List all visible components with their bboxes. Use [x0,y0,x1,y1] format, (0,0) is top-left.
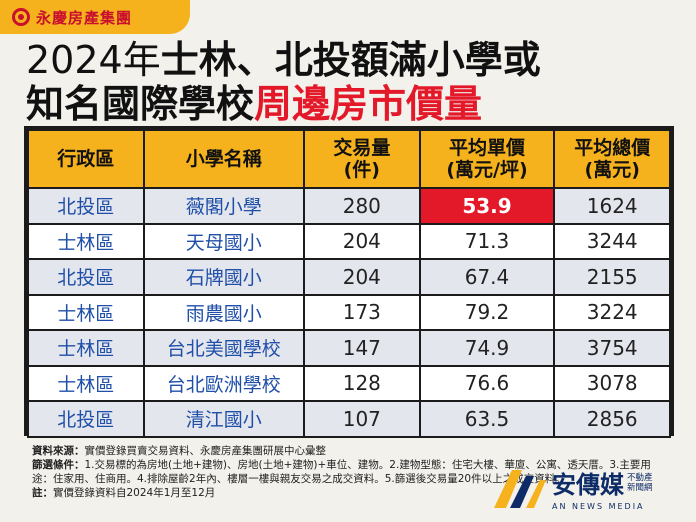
cell-school: 石牌國小 [142,258,306,296]
source-label: 資料來源： [32,445,85,457]
page-title: 2024年士林、北投額滿小學或 知名國際學校周邊房市價量 [26,38,676,126]
header-unit-price: 平均單價 (萬元/坪) [418,129,556,189]
cell-total-price: 1624 [553,187,671,225]
cell-school: 台北歐洲學校 [142,364,306,402]
cell-district: 士林區 [27,329,145,367]
watermark-en: AN NEWS MEDIA [552,502,645,511]
cell-total-price: 2155 [553,258,671,296]
cell-unit-price-highlight: 53.9 [418,187,556,225]
cell-school: 清江國小 [142,400,306,438]
table-row: 士林區 天母國小 204 71.3 3244 [27,222,671,260]
cell-unit-price: 76.6 [418,364,556,402]
title-line2-red: 周邊房市價量 [254,82,483,126]
watermark-sub1: 不動產 [627,472,653,483]
watermark-cn: 安傳媒 [552,471,624,499]
cell-school: 雨農國小 [142,293,306,331]
cell-district: 士林區 [27,222,145,260]
title-year: 2024年 [26,38,161,82]
cell-volume: 204 [303,222,421,260]
cell-school: 台北美國學校 [142,329,306,367]
data-table-container: 行政區 小學名稱 交易量 (件) 平均單價 (萬元/坪) 平均總價 (萬元) 北投區 … [24,126,674,438]
cell-unit-price: 67.4 [418,258,556,296]
brand-logo-icon [12,8,30,26]
filter-text: 1.交易標的為房地(土地+建物)、房地(土地+建物)+車位、建物。2.建物型態：… [32,459,651,485]
cell-total-price: 3244 [553,222,671,260]
header-volume: 交易量 (件) [303,129,421,189]
cell-unit-price: 79.2 [418,293,556,331]
remark-text: 實價登錄資料自2024年1月至12月 [53,487,216,499]
table-row: 士林區 雨農國小 173 79.2 3224 [27,293,671,331]
an-news-logo-icon [494,470,546,508]
cell-school: 天母國小 [142,222,306,260]
header-total-price: 平均總價 (萬元) [553,129,671,189]
table-header-row: 行政區 小學名稱 交易量 (件) 平均單價 (萬元/坪) 平均總價 (萬元) [27,129,671,189]
remark-note: 註：實價登錄資料自2024年1月至12月 [32,486,652,500]
header-school: 小學名稱 [142,129,306,189]
remark-label: 註： [32,487,53,499]
filter-note: 篩選條件：1.交易標的為房地(土地+建物)、房地(土地+建物)+車位、建物。2.… [32,458,652,486]
cell-volume: 107 [303,400,421,438]
table-row: 士林區 台北美國學校 147 74.9 3754 [27,329,671,367]
cell-unit-price: 71.3 [418,222,556,260]
title-line-2: 知名國際學校周邊房市價量 [26,82,676,126]
table-row: 北投區 薇閣小學 280 53.9 1624 [27,187,671,225]
cell-volume: 204 [303,258,421,296]
data-table: 行政區 小學名稱 交易量 (件) 平均單價 (萬元/坪) 平均總價 (萬元) 北投區 … [27,129,671,438]
cell-volume: 147 [303,329,421,367]
cell-volume: 173 [303,293,421,331]
cell-unit-price: 74.9 [418,329,556,367]
cell-unit-price: 63.5 [418,400,556,438]
source-note: 資料來源：實價登錄買賣交易資料、永慶房產集團研展中心彙整 [32,444,652,458]
cell-district: 北投區 [27,258,145,296]
cell-volume: 128 [303,364,421,402]
cell-district: 士林區 [27,293,145,331]
cell-district: 北投區 [27,400,145,438]
cell-volume: 280 [303,187,421,225]
cell-total-price: 2856 [553,400,671,438]
watermark-sub: 不動產 新聞網 [627,473,653,493]
title-line1-rest: 士林、北投額滿小學或 [160,38,541,82]
watermark: 安傳媒 不動產 新聞網 AN NEWS MEDIA [492,460,692,516]
footnotes: 資料來源：實價登錄買賣交易資料、永慶房產集團研展中心彙整 篩選條件：1.交易標的… [32,444,652,500]
table-row: 士林區 台北歐洲學校 128 76.6 3078 [27,364,671,402]
filter-label: 篩選條件： [32,459,85,471]
header-district: 行政區 [27,129,145,189]
watermark-sub2: 新聞網 [627,482,653,493]
cell-district: 北投區 [27,187,145,225]
table-row: 北投區 清江國小 107 63.5 2856 [27,400,671,438]
source-text: 實價登錄買賣交易資料、永慶房產集團研展中心彙整 [84,445,327,457]
cell-district: 士林區 [27,364,145,402]
table-row: 北投區 石牌國小 204 67.4 2155 [27,258,671,296]
cell-total-price: 3078 [553,364,671,402]
title-line-1: 2024年士林、北投額滿小學或 [26,38,676,82]
brand-name: 永慶房產集團 [36,8,133,27]
title-line2-black: 知名國際學校 [26,82,255,126]
cell-total-price: 3224 [553,293,671,331]
brand-badge: 永慶房產集團 [0,0,190,34]
cell-school: 薇閣小學 [142,187,306,225]
cell-total-price: 3754 [553,329,671,367]
